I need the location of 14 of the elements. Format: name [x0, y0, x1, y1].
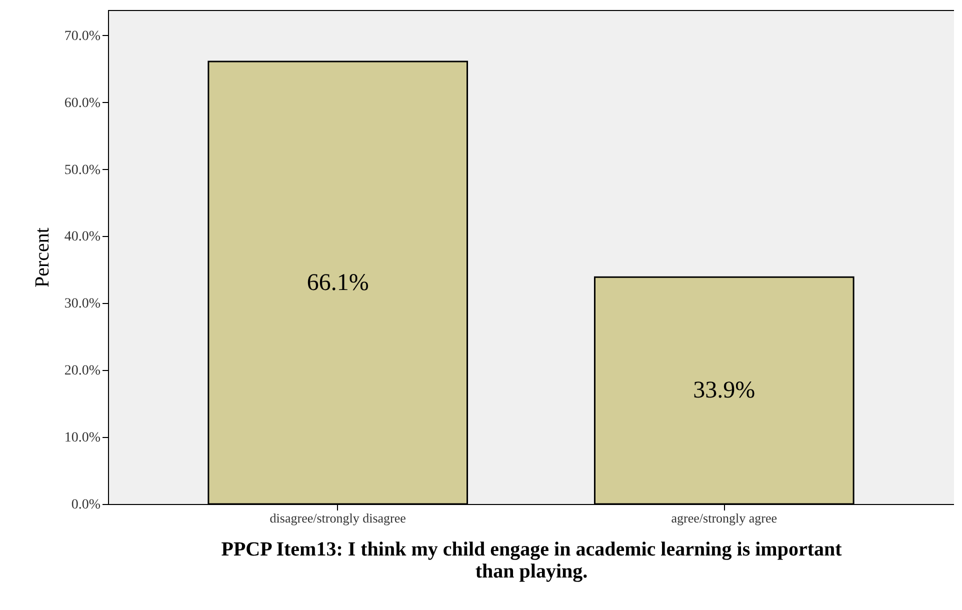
x-tick-label: agree/strongly agree [671, 510, 778, 526]
x-tick-label: disagree/strongly disagree [270, 510, 406, 526]
y-tick-label: 60.0% [64, 96, 101, 111]
y-tick-label: 70.0% [64, 28, 101, 44]
y-tick-label: 50.0% [64, 162, 101, 178]
y-tick-label: 0.0% [71, 498, 101, 512]
data-label: 33.9% [693, 378, 756, 404]
y-axis-title: Percent [31, 227, 54, 288]
y-tick-label: 30.0% [64, 296, 101, 312]
x-axis-title: PPCP Item13: I think my child engage in academic learning is important than playing. [221, 538, 842, 582]
y-tick-label: 40.0% [64, 230, 101, 245]
data-label: 66.1% [306, 270, 369, 296]
y-tick-label: 10.0% [64, 430, 101, 446]
y-tick-label: 20.0% [64, 364, 101, 379]
